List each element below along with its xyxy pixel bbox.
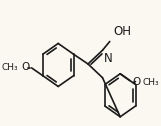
- Text: CH₃: CH₃: [1, 63, 18, 72]
- Text: N: N: [104, 52, 113, 65]
- Text: OH: OH: [113, 25, 131, 38]
- Text: O: O: [22, 62, 30, 72]
- Text: CH₃: CH₃: [143, 78, 159, 87]
- Text: O: O: [132, 77, 141, 87]
